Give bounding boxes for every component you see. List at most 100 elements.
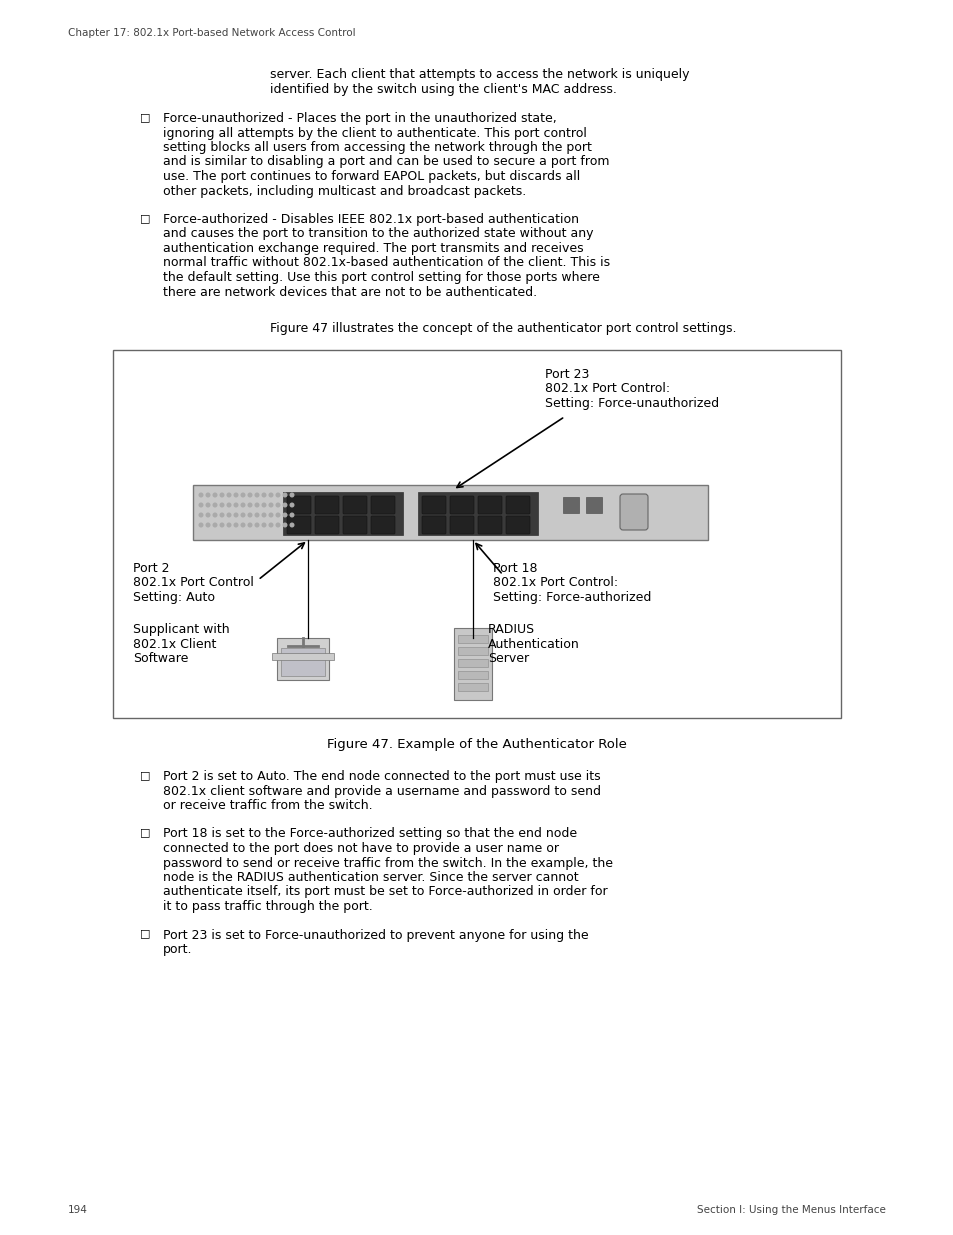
Text: Chapter 17: 802.1x Port-based Network Access Control: Chapter 17: 802.1x Port-based Network Ac… xyxy=(68,28,355,38)
FancyBboxPatch shape xyxy=(619,494,647,530)
Text: identified by the switch using the client's MAC address.: identified by the switch using the clien… xyxy=(270,83,617,95)
Text: authenticate itself, its port must be set to Force-authorized in order for: authenticate itself, its port must be se… xyxy=(163,885,607,899)
Text: Supplicant with: Supplicant with xyxy=(132,622,230,636)
Circle shape xyxy=(233,524,237,527)
Text: 802.1x Port Control:: 802.1x Port Control: xyxy=(544,383,669,395)
Text: Force-unauthorized - Places the port in the unauthorized state,: Force-unauthorized - Places the port in … xyxy=(163,112,557,125)
Circle shape xyxy=(269,503,273,506)
Bar xyxy=(272,653,334,659)
Text: Setting: Auto: Setting: Auto xyxy=(132,592,214,604)
Circle shape xyxy=(283,524,287,527)
Circle shape xyxy=(262,493,266,496)
Circle shape xyxy=(290,514,294,516)
Circle shape xyxy=(199,524,203,527)
Circle shape xyxy=(276,493,279,496)
Bar xyxy=(457,659,488,667)
Text: 802.1x client software and provide a username and password to send: 802.1x client software and provide a use… xyxy=(163,784,600,798)
Bar xyxy=(112,350,841,718)
Text: 802.1x Port Control:: 802.1x Port Control: xyxy=(493,577,618,589)
Text: setting blocks all users from accessing the network through the port: setting blocks all users from accessing … xyxy=(163,141,591,154)
Circle shape xyxy=(283,514,287,516)
Circle shape xyxy=(262,514,266,516)
Circle shape xyxy=(227,514,231,516)
Text: port.: port. xyxy=(163,944,193,956)
Text: use. The port continues to forward EAPOL packets, but discards all: use. The port continues to forward EAPOL… xyxy=(163,170,579,183)
Circle shape xyxy=(206,524,210,527)
Circle shape xyxy=(276,524,279,527)
Circle shape xyxy=(290,493,294,496)
Bar xyxy=(454,629,492,700)
Circle shape xyxy=(255,524,258,527)
Text: □: □ xyxy=(140,929,151,939)
Text: Figure 47. Example of the Authenticator Role: Figure 47. Example of the Authenticator … xyxy=(327,739,626,751)
Circle shape xyxy=(255,493,258,496)
Bar xyxy=(417,492,537,535)
FancyBboxPatch shape xyxy=(287,516,311,534)
Circle shape xyxy=(269,493,273,496)
Text: Port 2: Port 2 xyxy=(132,562,170,576)
Circle shape xyxy=(233,493,237,496)
Circle shape xyxy=(262,524,266,527)
Circle shape xyxy=(248,503,252,506)
Text: □: □ xyxy=(140,769,151,781)
Circle shape xyxy=(248,493,252,496)
Text: Section I: Using the Menus Interface: Section I: Using the Menus Interface xyxy=(697,1205,885,1215)
Text: Port 23: Port 23 xyxy=(544,368,589,382)
Circle shape xyxy=(248,524,252,527)
Circle shape xyxy=(227,503,231,506)
Bar xyxy=(457,635,488,643)
Text: 802.1x Port Control: 802.1x Port Control xyxy=(132,577,253,589)
Text: connected to the port does not have to provide a user name or: connected to the port does not have to p… xyxy=(163,842,558,855)
Text: authentication exchange required. The port transmits and receives: authentication exchange required. The po… xyxy=(163,242,583,254)
Circle shape xyxy=(199,514,203,516)
Text: Figure 47 illustrates the concept of the authenticator port control settings.: Figure 47 illustrates the concept of the… xyxy=(270,322,736,335)
Bar xyxy=(457,647,488,655)
Circle shape xyxy=(241,503,245,506)
FancyBboxPatch shape xyxy=(371,496,395,514)
Circle shape xyxy=(248,514,252,516)
Text: it to pass traffic through the port.: it to pass traffic through the port. xyxy=(163,900,373,913)
Text: Force-authorized - Disables IEEE 802.1x port-based authentication: Force-authorized - Disables IEEE 802.1x … xyxy=(163,212,578,226)
Text: or receive traffic from the switch.: or receive traffic from the switch. xyxy=(163,799,373,811)
FancyBboxPatch shape xyxy=(421,496,446,514)
Circle shape xyxy=(199,493,203,496)
Circle shape xyxy=(255,514,258,516)
Circle shape xyxy=(269,524,273,527)
Text: □: □ xyxy=(140,827,151,837)
Text: there are network devices that are not to be authenticated.: there are network devices that are not t… xyxy=(163,285,537,299)
Circle shape xyxy=(283,503,287,506)
Text: 194: 194 xyxy=(68,1205,88,1215)
Text: node is the RADIUS authentication server. Since the server cannot: node is the RADIUS authentication server… xyxy=(163,871,578,884)
Text: Setting: Force-authorized: Setting: Force-authorized xyxy=(493,592,651,604)
Text: the default setting. Use this port control setting for those ports where: the default setting. Use this port contr… xyxy=(163,270,599,284)
Bar xyxy=(193,485,707,540)
Text: Port 18 is set to the Force-authorized setting so that the end node: Port 18 is set to the Force-authorized s… xyxy=(163,827,577,841)
Text: and is similar to disabling a port and can be used to secure a port from: and is similar to disabling a port and c… xyxy=(163,156,609,168)
Text: ignoring all attempts by the client to authenticate. This port control: ignoring all attempts by the client to a… xyxy=(163,126,586,140)
FancyBboxPatch shape xyxy=(477,516,501,534)
Text: Port 23 is set to Force-unauthorized to prevent anyone for using the: Port 23 is set to Force-unauthorized to … xyxy=(163,929,588,941)
Circle shape xyxy=(213,514,216,516)
FancyBboxPatch shape xyxy=(314,516,338,534)
FancyBboxPatch shape xyxy=(371,516,395,534)
FancyBboxPatch shape xyxy=(477,496,501,514)
Circle shape xyxy=(220,503,224,506)
Circle shape xyxy=(199,503,203,506)
FancyBboxPatch shape xyxy=(314,496,338,514)
Text: 802.1x Client: 802.1x Client xyxy=(132,637,216,651)
FancyBboxPatch shape xyxy=(343,516,367,534)
Circle shape xyxy=(255,503,258,506)
Circle shape xyxy=(220,493,224,496)
Text: □: □ xyxy=(140,112,151,122)
Circle shape xyxy=(213,503,216,506)
FancyBboxPatch shape xyxy=(421,516,446,534)
Circle shape xyxy=(290,524,294,527)
Text: Authentication: Authentication xyxy=(488,637,579,651)
FancyBboxPatch shape xyxy=(450,516,474,534)
Text: and causes the port to transition to the authorized state without any: and causes the port to transition to the… xyxy=(163,227,593,241)
Circle shape xyxy=(233,514,237,516)
Circle shape xyxy=(241,493,245,496)
Text: Port 18: Port 18 xyxy=(493,562,537,576)
Text: RADIUS: RADIUS xyxy=(488,622,535,636)
FancyBboxPatch shape xyxy=(450,496,474,514)
